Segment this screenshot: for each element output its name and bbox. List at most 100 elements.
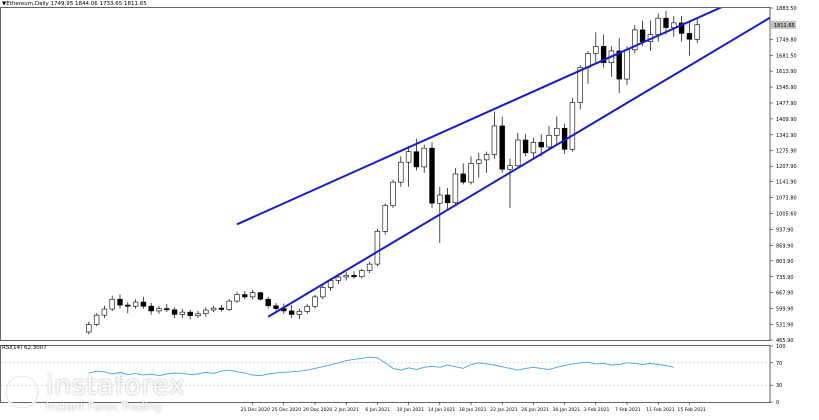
candle-down <box>616 50 622 80</box>
candle-up <box>421 147 427 168</box>
candle-up <box>577 67 583 103</box>
price-tick-label: 1545.90 <box>776 85 797 91</box>
candle-down <box>538 142 544 148</box>
candle-up <box>468 163 474 183</box>
candle-up <box>483 154 490 161</box>
time-tick-label: 26 Jan 2021 <box>521 407 549 413</box>
candle-up <box>593 45 599 54</box>
candle-up <box>249 292 256 298</box>
candle-down <box>444 194 451 204</box>
time-tick-label: 25 Dec 2020 <box>272 407 301 413</box>
candle-down <box>265 298 271 307</box>
candle-down <box>678 22 685 34</box>
time-tick-label: 2 Jan 2021 <box>334 407 359 413</box>
candle-up <box>335 276 342 281</box>
trend-channel <box>236 8 770 318</box>
candle-up <box>320 287 326 298</box>
candle-up <box>382 205 388 232</box>
candle-down <box>218 307 225 310</box>
candles-layer <box>86 11 700 335</box>
candle-down <box>413 151 420 168</box>
candle-up <box>452 173 459 204</box>
candle-up <box>203 309 209 315</box>
candle-up <box>491 125 498 155</box>
candle-up <box>343 275 349 278</box>
price-tick-label: 1749.80 <box>776 37 797 43</box>
rsi-title: RSI(14) 62.3007 <box>2 345 47 351</box>
candle-up <box>507 165 513 170</box>
price-tick-label: 1883.50 <box>776 6 797 12</box>
time-tick-label: 30 Jan 2021 <box>553 407 581 413</box>
candle-up <box>86 324 92 333</box>
rsi-panel-frame <box>0 345 771 403</box>
price-tick-label: 1073.80 <box>776 196 797 202</box>
main-panel-frame <box>0 7 771 341</box>
rsi-line <box>88 356 674 377</box>
price-tick-label: 1005.60 <box>776 212 797 218</box>
time-tick-label: 14 Jan 2021 <box>428 407 456 413</box>
candle-up <box>132 301 139 307</box>
price-tick-label: 531.90 <box>776 323 794 329</box>
candle-down <box>273 305 279 309</box>
time-tick-label: 11 Feb 2021 <box>646 407 675 413</box>
candle-down <box>242 294 248 298</box>
watermark-brand: instaforex <box>46 370 186 401</box>
price-tick-label: 1341.90 <box>776 133 797 139</box>
candle-up <box>304 305 310 312</box>
rsi-tick-label: 100 <box>776 344 786 350</box>
candle-up <box>569 102 576 150</box>
price-tick-label: 1275.90 <box>776 148 797 154</box>
candle-up <box>296 311 303 315</box>
channel-upper-line <box>236 8 723 226</box>
price-tick-label: 1613.90 <box>776 69 797 75</box>
candle-up <box>195 313 201 316</box>
time-tick-label: 21 Dec 2020 <box>241 407 270 413</box>
candle-down <box>499 125 505 170</box>
price-tick-label: 1141.90 <box>776 180 797 186</box>
candle-down <box>140 301 147 307</box>
candle-up <box>234 294 240 302</box>
candle-up <box>554 127 560 136</box>
candle-up <box>359 270 365 278</box>
candle-up <box>210 307 217 311</box>
price-tick-label: 667.90 <box>776 291 794 297</box>
candle-down <box>686 33 693 40</box>
last-price-label: 1811.65 <box>774 23 795 29</box>
rsi-tick-label: 70 <box>776 361 782 367</box>
candle-up <box>624 49 630 80</box>
candle-up <box>546 134 552 148</box>
price-tick-label: 937.90 <box>776 227 794 233</box>
candle-up <box>515 139 521 167</box>
candle-down <box>125 304 131 307</box>
candle-up <box>437 194 443 204</box>
price-tick-label: 599.90 <box>776 307 794 313</box>
price-tick-label: 1477.90 <box>776 101 797 107</box>
candle-down <box>522 139 529 154</box>
candle-down <box>460 173 466 183</box>
candle-down <box>171 309 178 315</box>
candle-up <box>374 231 381 265</box>
time-tick-label: 6 Jan 2021 <box>365 407 390 413</box>
candle-up <box>530 142 537 154</box>
candle-down <box>148 305 154 312</box>
candle-down <box>600 45 607 63</box>
channel-lower-line <box>267 16 770 318</box>
candle-up <box>390 181 396 206</box>
candle-up <box>156 308 162 312</box>
time-tick-label: 22 Jan 2021 <box>490 407 518 413</box>
chart-frames <box>0 7 771 403</box>
candle-up <box>366 263 373 271</box>
candle-down <box>663 17 669 28</box>
candle-up <box>312 296 318 307</box>
candle-down <box>288 310 295 315</box>
rsi-tick-label: 30 <box>776 383 782 389</box>
time-tick-label: 29 Dec 2020 <box>303 407 332 413</box>
candle-up <box>226 300 232 310</box>
candle-up <box>632 29 638 51</box>
candle-up <box>476 159 482 164</box>
time-tick-label: 10 Jan 2021 <box>397 407 425 413</box>
candle-down <box>257 292 264 300</box>
candle-down <box>117 298 123 306</box>
